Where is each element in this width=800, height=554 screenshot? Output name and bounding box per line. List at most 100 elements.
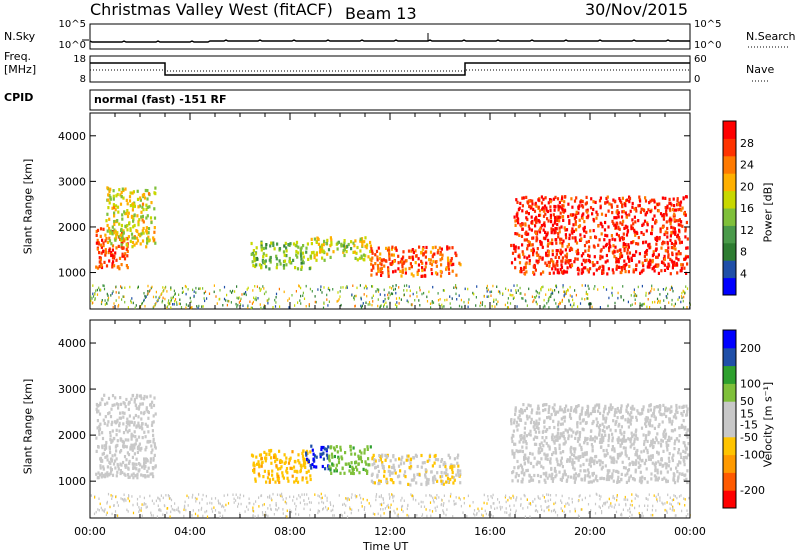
echo-cell — [173, 303, 175, 306]
echo-cell — [104, 402, 107, 406]
echo-cell — [584, 436, 587, 440]
echo-cell — [260, 241, 263, 246]
echo-cell — [258, 474, 261, 478]
echo-cell — [573, 473, 576, 477]
echo-cell — [683, 266, 686, 270]
echo-cell — [620, 451, 623, 455]
echo-cell — [257, 472, 260, 476]
echo-cell — [206, 509, 208, 513]
echo-cell — [381, 503, 383, 507]
echo-cell — [107, 396, 111, 400]
echo-cell — [124, 224, 127, 228]
echo-cell — [131, 208, 134, 212]
echo-cell — [451, 464, 454, 469]
echo-cell — [376, 288, 378, 291]
echo-cell — [296, 267, 300, 271]
echo-cell — [673, 498, 675, 501]
echo-cell — [664, 432, 668, 436]
echo-cell — [601, 269, 604, 273]
velocity-echo-region — [305, 444, 330, 471]
echo-cell — [537, 447, 540, 451]
echo-cell — [110, 294, 112, 297]
echo-cell — [515, 289, 517, 292]
echo-cell — [626, 403, 630, 407]
echo-cell — [143, 496, 145, 500]
echo-cell — [537, 510, 539, 513]
echo-cell — [481, 513, 483, 517]
echo-cell — [542, 444, 545, 448]
echo-cell — [584, 474, 587, 478]
echo-cell — [511, 452, 514, 456]
echo-cell — [642, 264, 645, 268]
echo-cell — [567, 259, 570, 263]
echo-cell — [403, 293, 405, 296]
echo-cell — [110, 494, 112, 497]
echo-cell — [520, 503, 522, 506]
echo-cell — [355, 251, 358, 255]
echo-cell — [620, 268, 624, 272]
echo-cell — [376, 464, 380, 468]
echo-cell — [342, 244, 345, 248]
echo-cell — [643, 442, 646, 446]
echo-cell — [306, 480, 309, 484]
echo-cell — [100, 302, 103, 306]
echo-cell — [647, 262, 650, 266]
echo-cell — [116, 219, 119, 223]
echo-cell — [327, 507, 329, 510]
echo-cell — [666, 470, 669, 474]
echo-cell — [673, 243, 676, 248]
echo-cell — [115, 514, 118, 517]
echo-cell — [645, 252, 648, 256]
echo-cell — [390, 292, 392, 295]
echo-cell — [310, 237, 313, 241]
echo-cell — [611, 268, 614, 272]
echo-cell — [133, 223, 136, 228]
echo-cell — [548, 198, 552, 202]
echo-cell — [658, 237, 661, 241]
echo-cell — [439, 475, 442, 479]
echo-cell — [101, 436, 105, 441]
echo-cell — [125, 458, 128, 462]
echo-cell — [263, 306, 265, 309]
echo-cell — [542, 494, 544, 497]
echo-cell — [376, 473, 379, 478]
echo-cell — [541, 245, 544, 249]
echo-cell — [296, 480, 300, 484]
colorbar-cell — [723, 173, 736, 192]
echo-cell — [112, 260, 115, 264]
echo-cell — [592, 471, 595, 475]
echo-cell — [360, 306, 363, 309]
echo-cell — [559, 267, 562, 272]
echo-cell — [529, 502, 531, 505]
echo-cell — [138, 442, 141, 446]
echo-cell — [669, 234, 672, 238]
echo-cell — [561, 501, 563, 504]
echo-cell — [521, 297, 523, 300]
echo-cell — [365, 246, 368, 250]
echo-cell — [554, 230, 557, 234]
echo-cell — [513, 247, 516, 251]
echo-cell — [518, 233, 521, 237]
echo-cell — [147, 416, 150, 420]
echo-cell — [587, 413, 590, 417]
echo-cell — [594, 404, 597, 408]
echo-cell — [372, 453, 375, 457]
echo-cell — [270, 241, 273, 245]
echo-cell — [578, 437, 581, 441]
echo-cell — [608, 241, 611, 246]
echo-cell — [546, 254, 549, 258]
echo-cell — [526, 217, 529, 222]
echo-cell — [677, 448, 680, 452]
echo-cell — [443, 494, 445, 497]
echo-cell — [442, 509, 444, 512]
echo-cell — [106, 292, 108, 296]
echo-cell — [526, 244, 529, 248]
echo-cell — [572, 223, 575, 227]
echo-cell — [608, 410, 611, 414]
echo-cell — [379, 252, 382, 256]
echo-cell — [576, 425, 579, 429]
echo-cell — [631, 434, 634, 439]
echo-cell — [169, 515, 171, 518]
echo-cell — [583, 244, 587, 248]
echo-cell — [204, 290, 207, 293]
